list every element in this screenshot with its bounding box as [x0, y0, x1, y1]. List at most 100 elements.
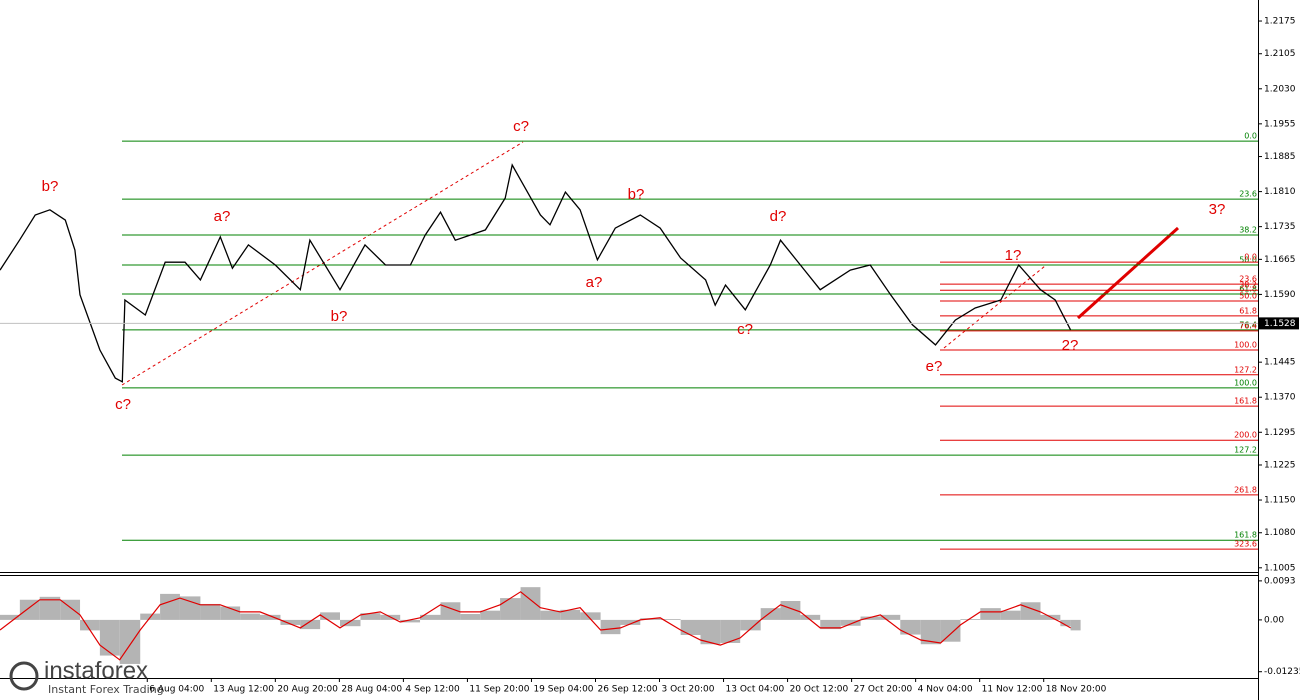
- fib-label: 161.8: [1234, 531, 1257, 540]
- y-tick-label: 1.1590: [1264, 290, 1296, 300]
- histogram-bar: [820, 619, 841, 630]
- histogram-bar: [740, 619, 761, 631]
- histogram-bar: [80, 619, 100, 631]
- signal-line: [0, 591, 1071, 661]
- fib-label: 61.8: [1239, 284, 1257, 293]
- x-tick-label: 27 Oct 20:00: [854, 685, 913, 695]
- y-tick-label: 1.1885: [1264, 152, 1296, 162]
- histogram-bar: [760, 608, 781, 620]
- wave-label: c?: [513, 118, 529, 135]
- histogram-bar: [560, 609, 581, 620]
- y-tick-label: 1.1005: [1264, 563, 1296, 573]
- wave-label: 2?: [1062, 337, 1079, 354]
- x-tick-label: 3 Oct 20:00: [662, 685, 715, 695]
- histogram-bar: [920, 619, 941, 645]
- histogram-bar: [500, 598, 521, 620]
- fib-label: 38.2: [1239, 281, 1257, 290]
- histogram-bar: [200, 603, 221, 620]
- wave-label: 3?: [1209, 201, 1226, 218]
- histogram-bar: [600, 619, 621, 635]
- fib-label: 261.8: [1234, 485, 1257, 494]
- fib-label: 50.0: [1239, 291, 1257, 300]
- histogram-bar: [39, 596, 61, 620]
- x-tick-label: 4 Sep 12:00: [405, 685, 460, 695]
- histogram-bar: [160, 593, 180, 620]
- forecast-arrow: [1076, 226, 1180, 320]
- y-tick-label: 1.1810: [1264, 187, 1296, 197]
- histogram-bar: [860, 616, 881, 620]
- fib-label: 200.0: [1234, 431, 1257, 440]
- histogram-bar: [980, 608, 1001, 620]
- histogram-bar: [60, 599, 81, 620]
- y-tick-label: 1.1080: [1264, 528, 1296, 538]
- y-tick-label: 1.1370: [1264, 393, 1296, 403]
- wave-label: a?: [214, 208, 231, 225]
- y-tick-label: 1.1150: [1264, 496, 1296, 506]
- current-price-box: [1259, 317, 1299, 330]
- brand-tagline: Instant Forex Trading: [48, 683, 164, 696]
- histogram-bar: [360, 613, 381, 620]
- histogram-bar: [940, 619, 961, 642]
- histogram-bar: [580, 612, 601, 620]
- fib-label: 23.6: [1239, 275, 1257, 284]
- histogram-bar: [259, 614, 281, 620]
- fib-label: 100.0: [1234, 341, 1257, 350]
- y-tick-label: 0.0093: [1264, 576, 1296, 586]
- histogram-bar: [0, 614, 20, 620]
- price-line: [0, 163, 1072, 383]
- histogram-bar: [520, 587, 541, 620]
- y-tick-label: -0.01235: [1264, 667, 1300, 677]
- wave-label: d?: [770, 208, 787, 225]
- histogram-bar: [840, 619, 861, 626]
- histogram-bar: [99, 619, 120, 656]
- x-tick-label: 13 Oct 04:00: [726, 685, 785, 695]
- histogram-bar: [480, 610, 501, 620]
- y-tick-label: 0.00: [1264, 615, 1284, 625]
- fib-label: 0.0: [1244, 253, 1257, 262]
- histogram-bar: [680, 619, 701, 635]
- current-price-label: 1.1528: [1264, 319, 1296, 329]
- y-tick-label: 1.1665: [1264, 255, 1296, 265]
- fib-label: 127.2: [1234, 365, 1257, 374]
- histogram-bar: [280, 619, 301, 625]
- wave-label: b?: [42, 178, 59, 195]
- histogram-bar: [400, 619, 421, 623]
- histogram-bar: [620, 619, 641, 625]
- histogram-bar: [1060, 619, 1071, 627]
- histogram-bar: [780, 601, 801, 620]
- fib-label: 127.2: [1234, 446, 1257, 455]
- y-tick-label: 1.1445: [1264, 358, 1296, 368]
- histogram-bar: [320, 612, 341, 620]
- wave-label: b?: [331, 308, 348, 325]
- histogram-bar: [19, 599, 40, 620]
- wave-label: c?: [115, 396, 131, 413]
- x-tick-label: 28 Aug 04:00: [341, 685, 402, 695]
- histogram-bar: [900, 619, 921, 635]
- logo: [9, 661, 39, 691]
- histogram-bar: [119, 619, 141, 664]
- x-tick-label: 6 Aug 04:00: [149, 685, 204, 695]
- histogram-bar: [960, 619, 981, 620]
- histogram-bar: [460, 614, 481, 620]
- histogram-bar: [420, 614, 441, 620]
- histogram-bar: [1000, 610, 1021, 620]
- fib-label: 50.0: [1239, 255, 1257, 264]
- wave-label: c?: [737, 321, 753, 338]
- trend-line: [943, 265, 1046, 349]
- fib-label: 76.4: [1239, 321, 1257, 330]
- x-tick-label: 20 Oct 12:00: [790, 685, 849, 695]
- histogram-bar: [340, 619, 361, 627]
- histogram-bar: [660, 619, 681, 620]
- fib-label: 76.4: [1239, 320, 1257, 329]
- y-tick-label: 1.2105: [1264, 49, 1296, 59]
- histogram-bar: [800, 614, 821, 620]
- histogram-bar: [1070, 619, 1081, 631]
- y-tick-label: 1.1225: [1264, 460, 1296, 470]
- wave-label: 1?: [1005, 247, 1022, 264]
- y-tick-label: 1.1735: [1264, 222, 1296, 232]
- fib-label: 61.8: [1239, 306, 1257, 315]
- x-tick-label: 11 Sep 20:00: [469, 685, 529, 695]
- histogram-bar: [540, 610, 561, 620]
- histogram-bar: [720, 619, 741, 643]
